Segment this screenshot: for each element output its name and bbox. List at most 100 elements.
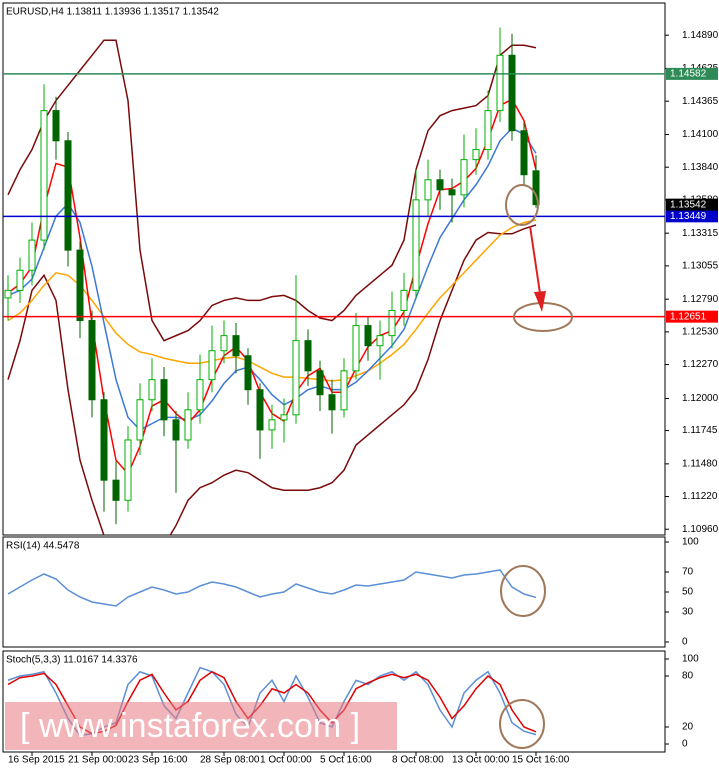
watermark-box: [5, 702, 397, 750]
candle-body: [340, 370, 348, 411]
candle-body: [256, 389, 264, 431]
circle-annotation: [505, 184, 539, 226]
y-tick-label: 0: [682, 739, 688, 750]
candle-body: [376, 335, 384, 347]
x-tick-label: 5 Oct 16:00: [320, 755, 372, 766]
y-tick-label: 1.10960: [682, 524, 719, 535]
candle-body: [364, 325, 372, 347]
candle-body: [64, 140, 72, 251]
x-tick-label: 21 Sep 00:00: [68, 755, 128, 766]
circle-annotation: [500, 565, 546, 617]
level-label: 1.14582: [670, 69, 707, 80]
y-tick-label: 1.11220: [682, 491, 718, 502]
x-tick-label: 1 Oct 00:00: [260, 755, 312, 766]
indicator-line: [7, 224, 537, 535]
indicator-line: [7, 219, 537, 382]
candle-body: [328, 394, 336, 411]
level-label-box: [666, 310, 718, 323]
level-label: 1.13449: [670, 211, 707, 222]
candle-body: [4, 289, 12, 299]
candle-body: [388, 309, 396, 337]
y-tick-label: 100: [682, 654, 699, 665]
y-tick-label: 1.12530: [682, 326, 719, 337]
y-tick-label: 1.12000: [682, 393, 719, 404]
y-tick-label: 1.13840: [682, 162, 719, 173]
x-tick-label: 15 Oct 16:00: [512, 755, 570, 766]
x-tick-label: 13 Oct 00:00: [452, 755, 510, 766]
y-tick-label: 30: [682, 607, 694, 618]
panel-frame: [2, 650, 666, 753]
panel-title: Stoch(5,3,3) 11.0167 14.3376: [6, 655, 138, 666]
level-label-box: [666, 210, 718, 223]
y-tick-label: 1.13315: [682, 228, 719, 239]
candle-body: [472, 149, 480, 161]
panel-title: RSI(14) 44.5478: [6, 541, 80, 552]
series-group: [4, 27, 540, 535]
watermark: [ www.instaforex.com ]: [20, 707, 360, 745]
candle-body: [112, 479, 120, 501]
y-tick-label: 1.13055: [682, 260, 719, 271]
candle-body: [136, 399, 144, 441]
candle-body: [352, 325, 360, 372]
candle-body: [172, 419, 180, 441]
arrow-head: [534, 291, 546, 312]
level-label: 1.12651: [670, 311, 707, 322]
candle-body: [496, 54, 504, 112]
candle-body: [520, 130, 528, 176]
panel-frame: [2, 2, 666, 536]
candle-body: [424, 179, 432, 201]
candle-body: [412, 199, 420, 291]
x-tick-label: 16 Sep 2015: [8, 755, 65, 766]
candle-body: [76, 249, 84, 322]
y-tick-label: 100: [682, 537, 699, 548]
y-tick-label: 0: [682, 637, 688, 648]
candle-body: [448, 189, 456, 196]
candle-body: [316, 370, 324, 396]
indicator-line: [7, 39, 537, 342]
series-group: [7, 569, 537, 607]
x-tick-label: 8 Oct 08:00: [392, 755, 444, 766]
y-tick-label: 1.11480: [682, 458, 718, 469]
price-label-box: [666, 198, 718, 211]
candle-body: [40, 110, 48, 241]
candle-body: [124, 439, 132, 501]
candle-body: [208, 350, 216, 381]
y-tick-label: 1.12790: [682, 294, 719, 305]
candle-body: [508, 54, 516, 132]
y-tick-label: 1.14365: [682, 96, 719, 107]
y-tick-label: 70: [682, 567, 694, 578]
y-tick-label: 50: [682, 587, 694, 598]
candle-body: [28, 239, 36, 271]
candle-body: [232, 335, 240, 357]
candle-body: [16, 269, 24, 291]
y-tick-label: 20: [682, 722, 694, 733]
circle-annotation: [499, 699, 545, 749]
candle-body: [160, 379, 168, 421]
candle-body: [460, 159, 468, 196]
candle-body: [436, 179, 444, 191]
price-label: 1.13542: [670, 199, 707, 210]
candle-body: [196, 379, 204, 411]
candle-body: [532, 170, 540, 206]
candle-body: [148, 379, 156, 401]
candle-body: [220, 335, 228, 352]
level-label-box: [666, 67, 718, 80]
indicator-line: [7, 127, 537, 431]
x-tick-label: 28 Sep 08:00: [200, 755, 260, 766]
candle-body: [184, 409, 192, 441]
y-tick-label: 1.14100: [682, 129, 719, 140]
y-tick-label: 1.11745: [682, 425, 718, 436]
candle-body: [280, 414, 288, 421]
x-tick-label: 23 Sep 16:00: [128, 755, 188, 766]
panel-title: EURUSD,H4 1.13811 1.13936 1.13517 1.1354…: [6, 7, 219, 18]
candle-body: [88, 320, 96, 401]
arrow: [529, 225, 542, 301]
candle-body: [100, 399, 108, 481]
y-tick-label: 80: [682, 671, 694, 682]
candle-body: [484, 110, 492, 151]
candle-body: [304, 340, 312, 372]
